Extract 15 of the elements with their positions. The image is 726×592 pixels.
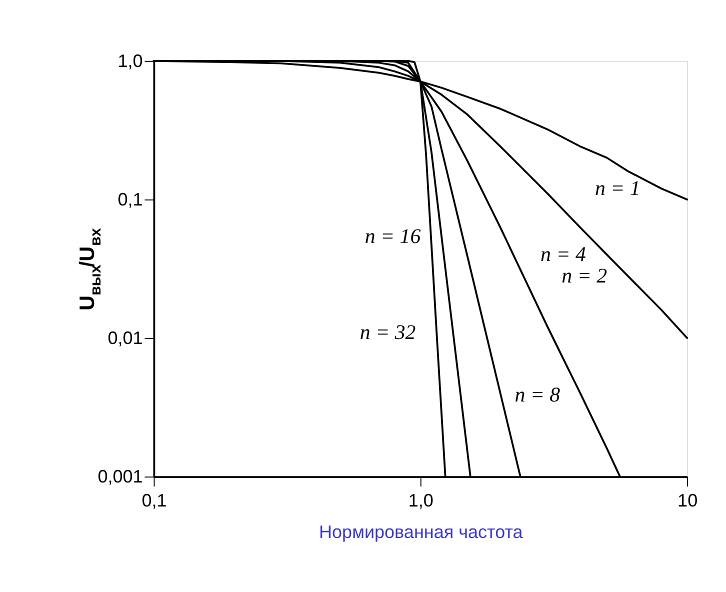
annotation: n = 16	[364, 224, 422, 248]
y-tick-label: 0,1	[118, 190, 143, 210]
annotation: n = 8	[514, 382, 561, 406]
annotation: n = 4	[540, 242, 586, 266]
annotation: n = 2	[562, 264, 608, 288]
y-tick-label: 0,01	[108, 328, 143, 348]
y-tick-label: 0,001	[98, 466, 143, 487]
x-tick-label: 1,0	[408, 490, 434, 510]
x-tick-label: 10	[678, 490, 698, 510]
y-tick-label: 1,0	[118, 51, 143, 72]
x-tick-label: 0,1	[142, 490, 167, 510]
x-axis-title: Нормированная частота	[319, 522, 524, 542]
annotation: n = 32	[360, 320, 416, 344]
y-axis-title: Uвых/Uвх	[76, 228, 105, 310]
annotation: n = 1	[594, 176, 640, 200]
